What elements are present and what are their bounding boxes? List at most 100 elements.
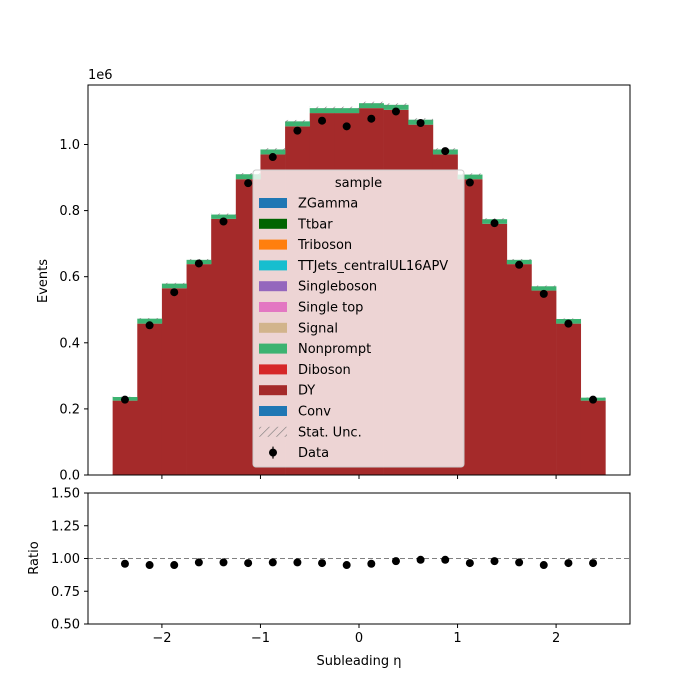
stat-unc: [285, 119, 310, 123]
data-point: [145, 321, 154, 330]
data-point: [490, 219, 499, 228]
bar-dy: [161, 288, 187, 475]
data-point: [465, 178, 474, 187]
bar-dy: [506, 264, 532, 475]
y-axis-label: Events: [36, 259, 51, 303]
ratio-point: [367, 559, 376, 568]
ratio-point: [244, 559, 253, 568]
legend-label: Singleboson: [298, 280, 377, 295]
legend-label: DY: [298, 384, 315, 399]
bar-dy: [186, 264, 212, 475]
legend-swatch: [259, 198, 287, 208]
stat-unc: [359, 101, 384, 105]
ratio-y-tick-label: 1.00: [51, 552, 80, 567]
bar-nonprompt: [260, 149, 286, 155]
stat-unc: [235, 173, 261, 176]
bar-nonprompt: [309, 108, 335, 114]
legend-label: Data: [298, 446, 329, 461]
stat-unc: [161, 282, 187, 285]
x-axis-label: Subleading η: [316, 654, 401, 669]
ratio-points: [120, 555, 598, 570]
legend-label: Conv: [298, 405, 331, 420]
data-point: [342, 122, 351, 131]
legend-entry: Singleboson: [259, 280, 377, 295]
legend-label: Ttbar: [297, 217, 333, 232]
stat-unc: [556, 318, 581, 320]
legend-swatch: [259, 281, 287, 292]
legend-label: ZGamma: [298, 197, 358, 212]
y-tick-label: 0.4: [59, 336, 80, 351]
bar-dy: [580, 400, 606, 475]
legend-entries: ZGamma Ttbar Triboson TTJets_centralUL16APV…: [259, 197, 448, 461]
bar-nonprompt: [457, 174, 483, 180]
ratio-y-axis: 0.50 0.75 1.00 1.25 1.50: [51, 487, 88, 633]
bar-nonprompt: [359, 103, 384, 109]
data-point: [219, 217, 228, 226]
main-y-axis: 0.0 0.2 0.4 0.6 0.8 1.0: [59, 138, 88, 484]
data-point: [391, 107, 400, 116]
legend-swatch: [259, 218, 287, 229]
legend-swatch: [259, 343, 287, 354]
legend-swatch: [259, 260, 287, 271]
legend-entry: DY: [259, 384, 315, 399]
stat-unc: [457, 173, 483, 176]
bar-dy: [482, 223, 508, 475]
x-tick-label: −1: [251, 631, 270, 646]
legend-label: Single top: [298, 301, 363, 316]
legend-label: Nonprompt: [298, 342, 371, 357]
legend-swatch: [259, 406, 287, 416]
ratio-point: [441, 555, 450, 564]
legend-box: [252, 169, 465, 468]
stat-unc: [531, 285, 557, 288]
y-tick-label: 0.6: [59, 270, 80, 285]
y-tick-label: 0.8: [59, 204, 80, 219]
data-point: [244, 179, 253, 188]
legend-swatch: [259, 426, 287, 437]
x-tick-label: −2: [152, 631, 171, 646]
ratio-y-tick-label: 0.75: [51, 585, 80, 600]
ratio-point: [564, 559, 573, 568]
bar-nonprompt: [334, 108, 360, 114]
ratio-y-tick-label: 1.50: [51, 487, 80, 502]
data-point: [416, 119, 425, 128]
bar-nonprompt: [211, 214, 237, 219]
y-tick-label: 0.0: [59, 469, 80, 484]
bar-nonprompt: [383, 104, 409, 110]
bar-dy: [556, 323, 582, 475]
stat-unc: [383, 103, 409, 107]
ratio-point: [194, 558, 203, 567]
ratio-point: [219, 558, 228, 567]
data-points: [120, 107, 598, 404]
legend-entry: TTJets_centralUL16APV: [259, 259, 448, 274]
ratio-point: [170, 561, 179, 570]
legend-title: sample: [335, 176, 382, 191]
bar-dy: [112, 400, 138, 475]
stat-unc: [260, 148, 286, 151]
ratio-point: [318, 559, 327, 568]
bar-nonprompt: [285, 121, 311, 127]
y-tick-label: 0.2: [59, 402, 80, 417]
ratio-point: [120, 559, 129, 568]
bar-nonprompt: [235, 174, 261, 180]
ratio-point: [145, 561, 154, 570]
x-tick-label: 2: [552, 631, 560, 646]
data-point: [589, 395, 598, 404]
ratio-point: [391, 557, 400, 566]
legend: sample ZGamma Ttbar Triboson TTJets_central…: [252, 169, 465, 468]
legend-entry: Diboson: [259, 363, 351, 378]
legend-entry: Conv: [259, 405, 331, 420]
ratio-point: [490, 557, 499, 566]
ratio-point: [589, 559, 598, 568]
stat-unc: [334, 106, 359, 110]
data-point: [194, 259, 203, 268]
data-point: [367, 114, 376, 123]
legend-swatch: [259, 322, 287, 333]
legend-label: Signal: [298, 321, 338, 336]
legend-entry: Ttbar: [259, 217, 333, 232]
y-axis-scale-label: 1e6: [88, 68, 113, 83]
bar-nonprompt: [161, 283, 187, 289]
legend-entry: ZGamma: [259, 197, 358, 212]
stat-unc: [211, 213, 236, 216]
data-point: [515, 260, 524, 269]
